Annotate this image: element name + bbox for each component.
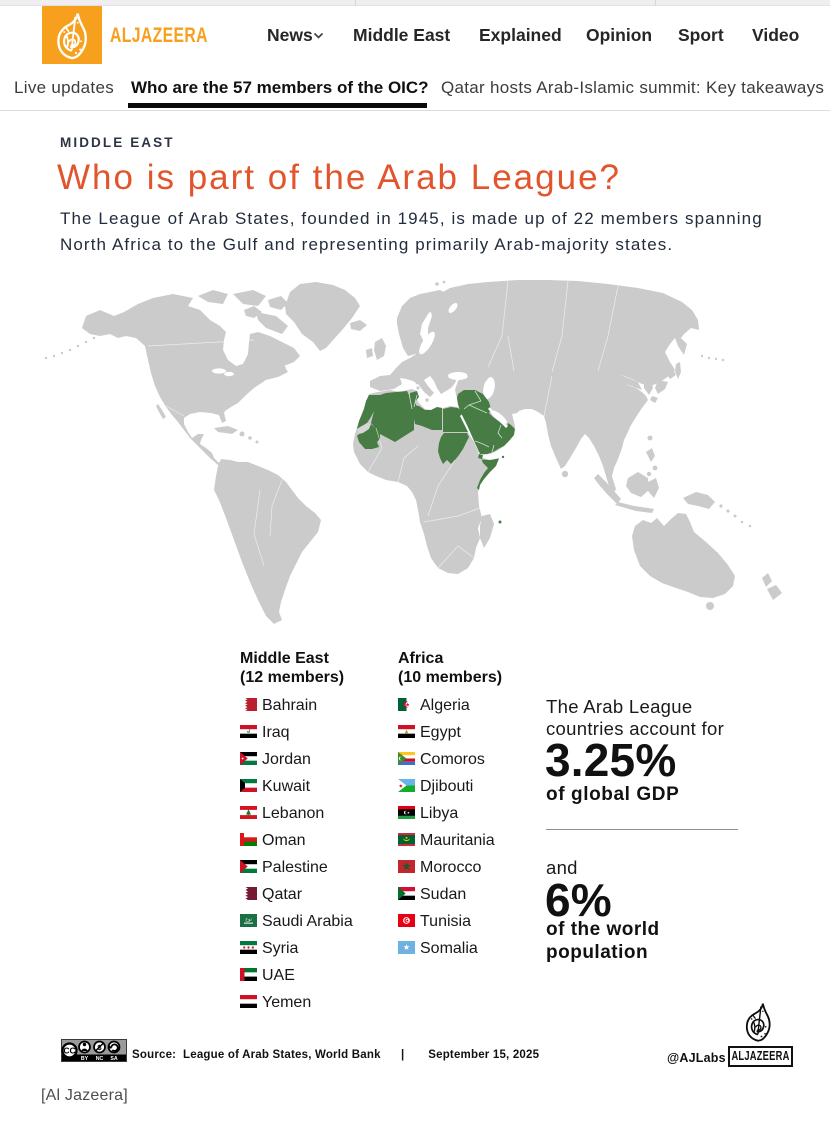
svg-text:له: له (247, 729, 251, 734)
svg-text:BY: BY (81, 1056, 89, 1062)
svg-text:SA: SA (110, 1056, 118, 1062)
svg-text:CC: CC (63, 1046, 75, 1056)
svg-text:NC: NC (96, 1056, 104, 1062)
svg-text:توح: توح (245, 916, 252, 922)
